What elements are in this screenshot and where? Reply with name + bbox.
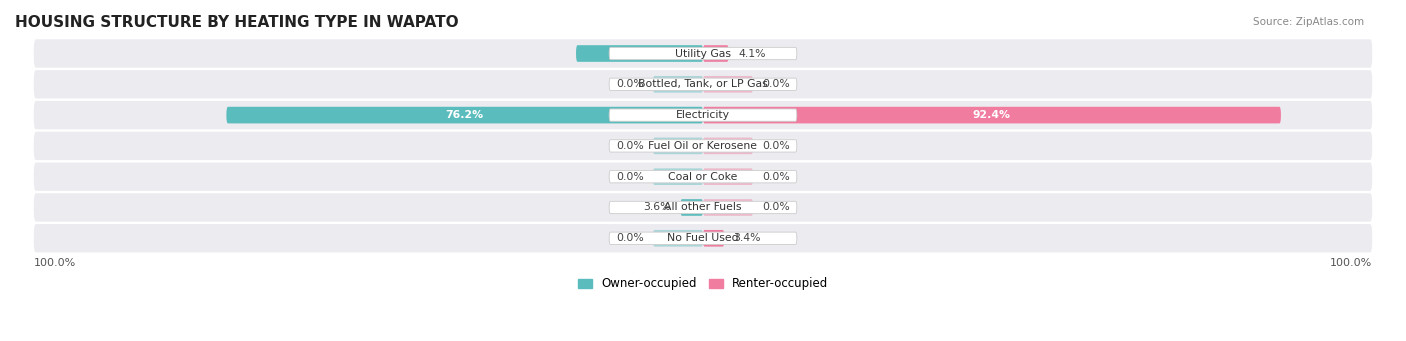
FancyBboxPatch shape	[703, 45, 728, 62]
Text: 76.2%: 76.2%	[446, 110, 484, 120]
FancyBboxPatch shape	[609, 232, 797, 244]
FancyBboxPatch shape	[34, 193, 1372, 222]
Text: 0.0%: 0.0%	[616, 172, 644, 182]
Text: 0.0%: 0.0%	[616, 79, 644, 89]
FancyBboxPatch shape	[609, 201, 797, 214]
FancyBboxPatch shape	[576, 45, 703, 62]
FancyBboxPatch shape	[609, 140, 797, 152]
Legend: Owner-occupied, Renter-occupied: Owner-occupied, Renter-occupied	[572, 273, 834, 295]
FancyBboxPatch shape	[703, 137, 754, 154]
FancyBboxPatch shape	[652, 168, 703, 185]
Text: Utility Gas: Utility Gas	[675, 48, 731, 59]
FancyBboxPatch shape	[609, 109, 797, 121]
FancyBboxPatch shape	[703, 107, 1281, 123]
Text: 0.0%: 0.0%	[762, 172, 790, 182]
Text: 0.0%: 0.0%	[616, 233, 644, 243]
FancyBboxPatch shape	[226, 107, 703, 123]
Text: 3.4%: 3.4%	[734, 233, 761, 243]
Text: Coal or Coke: Coal or Coke	[668, 172, 738, 182]
FancyBboxPatch shape	[703, 168, 754, 185]
FancyBboxPatch shape	[34, 39, 1372, 68]
FancyBboxPatch shape	[34, 70, 1372, 99]
Text: 0.0%: 0.0%	[762, 203, 790, 212]
Text: 92.4%: 92.4%	[973, 110, 1011, 120]
FancyBboxPatch shape	[609, 47, 797, 60]
Text: Bottled, Tank, or LP Gas: Bottled, Tank, or LP Gas	[638, 79, 768, 89]
Text: 0.0%: 0.0%	[616, 141, 644, 151]
Text: 0.0%: 0.0%	[762, 79, 790, 89]
Text: HOUSING STRUCTURE BY HEATING TYPE IN WAPATO: HOUSING STRUCTURE BY HEATING TYPE IN WAP…	[15, 15, 458, 30]
Text: 0.0%: 0.0%	[762, 141, 790, 151]
FancyBboxPatch shape	[34, 224, 1372, 252]
FancyBboxPatch shape	[609, 170, 797, 183]
Text: Fuel Oil or Kerosene: Fuel Oil or Kerosene	[648, 141, 758, 151]
FancyBboxPatch shape	[34, 132, 1372, 160]
Text: 3.6%: 3.6%	[644, 203, 671, 212]
FancyBboxPatch shape	[681, 199, 703, 216]
Text: 4.1%: 4.1%	[738, 48, 765, 59]
FancyBboxPatch shape	[34, 101, 1372, 129]
Text: Electricity: Electricity	[676, 110, 730, 120]
Text: 100.0%: 100.0%	[34, 258, 76, 268]
FancyBboxPatch shape	[652, 76, 703, 93]
Text: 100.0%: 100.0%	[1330, 258, 1372, 268]
FancyBboxPatch shape	[609, 78, 797, 90]
FancyBboxPatch shape	[703, 199, 754, 216]
FancyBboxPatch shape	[34, 163, 1372, 191]
FancyBboxPatch shape	[652, 230, 703, 247]
FancyBboxPatch shape	[703, 230, 724, 247]
FancyBboxPatch shape	[652, 137, 703, 154]
Text: All other Fuels: All other Fuels	[664, 203, 742, 212]
FancyBboxPatch shape	[703, 76, 754, 93]
Text: Source: ZipAtlas.com: Source: ZipAtlas.com	[1253, 17, 1364, 27]
Text: No Fuel Used: No Fuel Used	[668, 233, 738, 243]
Text: 20.3%: 20.3%	[620, 48, 658, 59]
